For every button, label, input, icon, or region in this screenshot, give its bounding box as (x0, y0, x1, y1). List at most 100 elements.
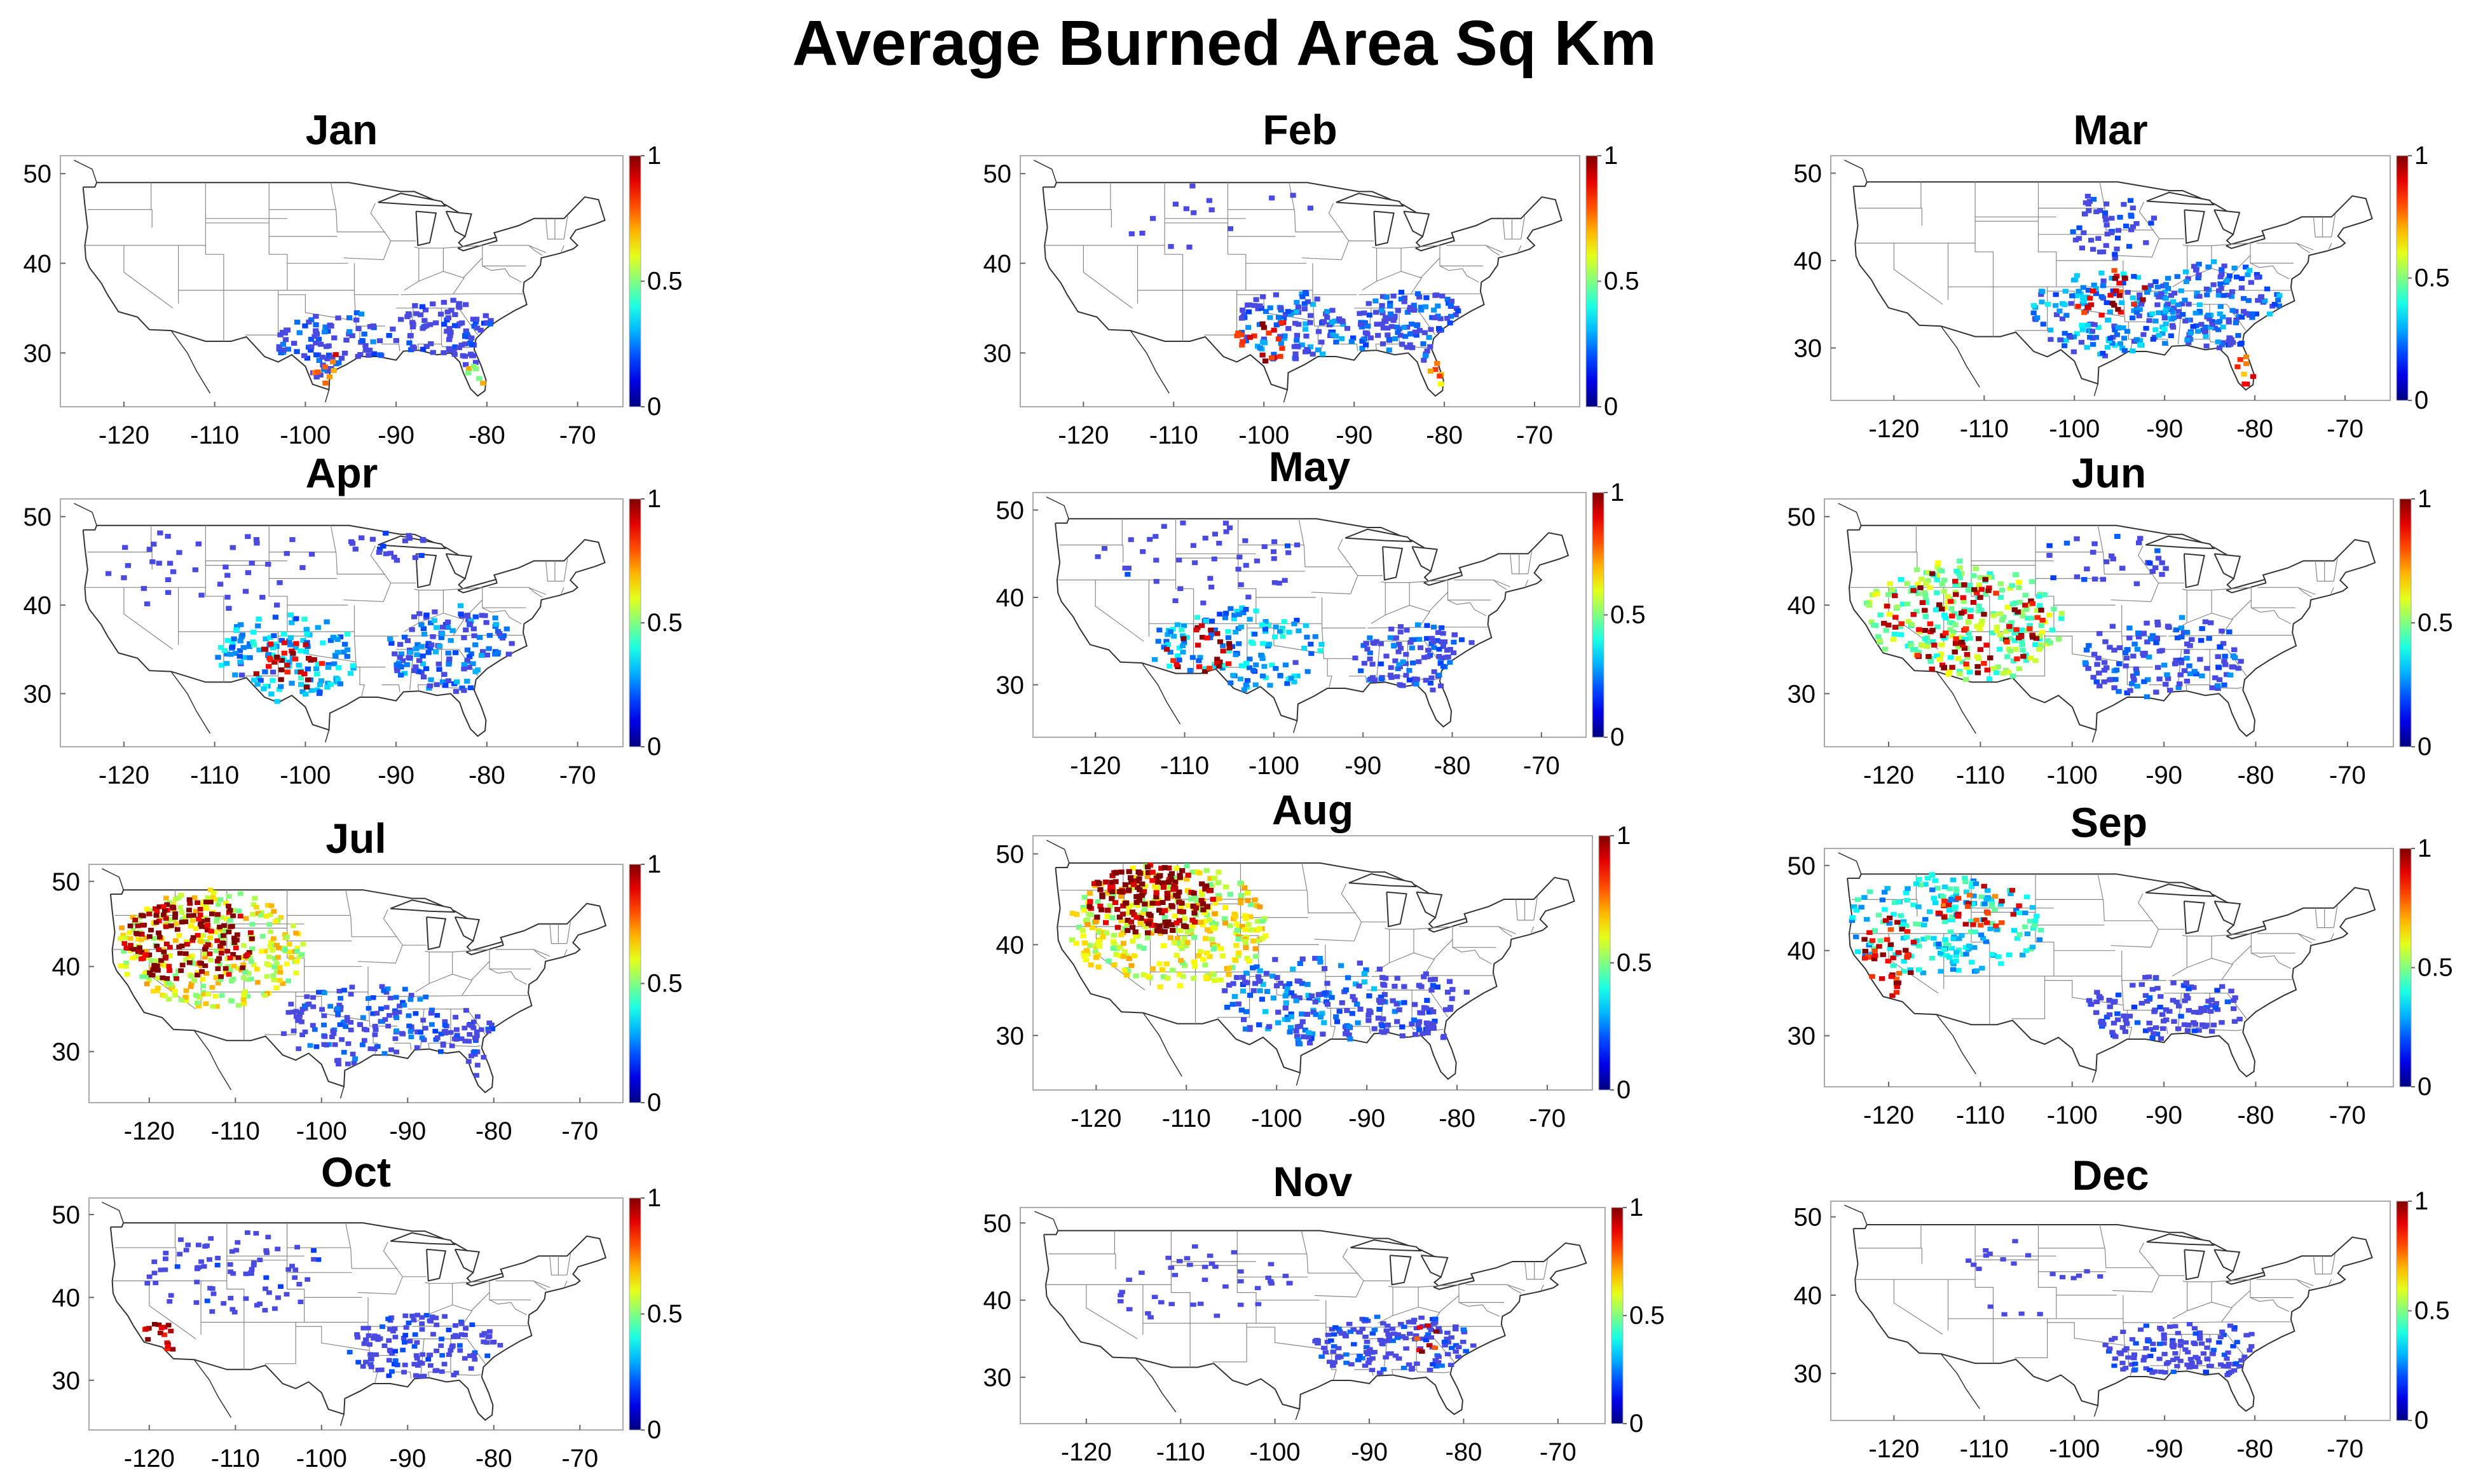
burned-area-cell (186, 908, 192, 913)
burned-area-cell (2007, 585, 2013, 591)
burned-area-cell (194, 1279, 200, 1284)
burned-area-cell (1973, 881, 1979, 887)
burned-area-cell (1279, 346, 1285, 351)
burned-area-cell (1924, 876, 1931, 881)
burned-area-cell (1427, 681, 1433, 686)
burned-area-cell (331, 368, 337, 373)
burned-area-cell (258, 913, 264, 918)
burned-area-cell (1165, 642, 1171, 647)
great-lake (1420, 1255, 1449, 1278)
burned-area-cell (2178, 660, 2184, 665)
burned-area-cell (1941, 578, 1948, 583)
burned-area-cell (1112, 870, 1119, 876)
burned-area-cell (1137, 920, 1144, 926)
burned-area-cell (2203, 343, 2210, 349)
gulf-coast (1295, 1408, 1300, 1420)
burned-area-cell (1388, 1351, 1394, 1356)
burned-area-cell (1904, 955, 1910, 960)
burned-area-cell (311, 1027, 318, 1032)
burned-area-cell (2051, 606, 2057, 611)
burned-area-cell (2048, 327, 2054, 333)
burned-area-cell (241, 943, 247, 948)
burned-area-cell (1231, 613, 1238, 618)
burned-area-cell (337, 634, 344, 639)
burned-area-cell (410, 322, 416, 327)
burned-area-cell (1866, 930, 1873, 935)
burned-area-cell (2114, 534, 2121, 539)
burned-area-cell (300, 637, 306, 643)
burned-area-cell (1882, 918, 1889, 923)
burned-area-cell (1286, 981, 1292, 986)
burned-area-cell (1894, 604, 1901, 609)
burned-area-cell (1202, 666, 1208, 671)
burned-area-cell (1425, 1025, 1431, 1031)
burned-area-cell (321, 1013, 327, 1018)
burned-area-cell (2091, 651, 2098, 657)
burned-area-cell (341, 650, 347, 655)
burned-area-cell (315, 625, 321, 630)
great-lake (415, 210, 437, 247)
burned-area-cell (157, 530, 163, 536)
burned-area-cell (182, 951, 189, 956)
burned-area-cell (1285, 543, 1291, 548)
burned-area-cell (135, 923, 141, 929)
burned-area-cell (167, 968, 172, 973)
burned-area-cell (1434, 984, 1440, 990)
mexico-coast (1940, 325, 1980, 388)
burned-area-cell (1936, 657, 1943, 662)
burned-area-cell (1440, 664, 1447, 669)
burned-area-cell (2168, 307, 2174, 313)
burned-area-cell (153, 1281, 159, 1286)
burned-area-cell (1329, 1327, 1336, 1331)
burned-area-cell (1257, 988, 1263, 993)
burned-area-cell (444, 625, 451, 630)
burned-area-cell (366, 1333, 372, 1338)
burned-area-cell (1179, 627, 1185, 632)
burned-area-cell (1184, 635, 1190, 640)
burned-area-cell (1904, 601, 1911, 607)
burned-area-cell (468, 651, 474, 657)
burned-area-cell (1339, 1000, 1345, 1005)
burned-area-cell (1244, 890, 1251, 896)
burned-area-cell (1924, 644, 1931, 650)
burned-area-cell (306, 655, 312, 661)
burned-area-cell (186, 913, 192, 918)
burned-area-cell (368, 1356, 374, 1361)
burned-area-cell (1347, 1036, 1353, 1042)
burned-area-cell (1388, 316, 1395, 322)
burned-area-cell (1890, 955, 1896, 960)
burned-area-cell (1978, 894, 1985, 899)
burned-area-cell (1247, 993, 1254, 998)
burned-area-cell (2169, 323, 2175, 328)
burned-area-cell (381, 1051, 388, 1056)
burned-area-cell (1254, 558, 1260, 564)
burned-area-cell (335, 315, 341, 321)
burned-area-cell (1181, 923, 1187, 929)
burned-area-cell (1163, 961, 1170, 967)
burned-area-cell (2215, 654, 2221, 659)
burned-area-cell (1140, 972, 1147, 977)
burned-area-cell (2205, 998, 2212, 1004)
burned-area-cell (1340, 322, 1346, 327)
burned-area-cell (237, 638, 243, 644)
burned-area-cell (1303, 291, 1310, 297)
burned-area-cell (2165, 276, 2172, 281)
burned-area-cell (1939, 633, 1946, 639)
burned-area-cell (1181, 623, 1187, 629)
state-border (561, 587, 564, 594)
burned-area-cell (487, 1329, 493, 1334)
burned-area-cell (2133, 337, 2140, 343)
burned-area-cell (2025, 615, 2031, 621)
burned-area-cell (1240, 988, 1247, 994)
burned-area-cell (156, 934, 163, 940)
burned-area-cell (2112, 677, 2119, 682)
burned-area-cell (270, 669, 277, 675)
burned-area-cell (1392, 658, 1399, 664)
burned-area-cell (2228, 988, 2234, 993)
burned-area-cell (1407, 307, 1413, 313)
burned-area-cell (138, 937, 144, 943)
burned-area-cell (1266, 1024, 1273, 1030)
burned-area-cell (1905, 952, 1911, 957)
burned-area-cell (2130, 348, 2136, 353)
burned-area-cell (2197, 657, 2203, 662)
